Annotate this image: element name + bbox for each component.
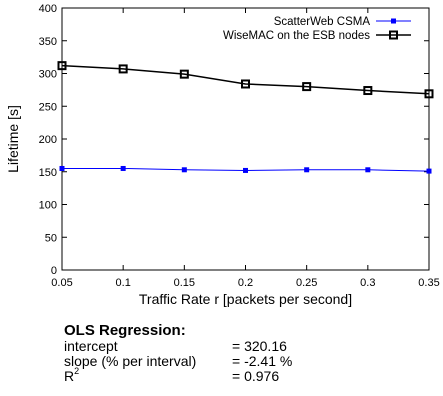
data-point-1 — [241, 79, 250, 89]
data-point-0 — [243, 167, 248, 173]
ols-row-slope: slope (% per interval) = -2.41 % — [64, 354, 364, 369]
data-point-1 — [118, 64, 128, 74]
y-tick-label: 250 — [39, 101, 57, 113]
plot-frame — [61, 7, 430, 271]
x-tick-label: 0.3 — [360, 277, 375, 289]
y-tick-label: 150 — [39, 167, 57, 179]
data-point-0 — [304, 167, 310, 173]
x-tick-label: 0.05 — [51, 277, 72, 289]
y-tick-label: 50 — [45, 232, 57, 244]
data-point-1 — [179, 69, 189, 79]
ols-r-squared-sup: 2 — [74, 366, 80, 377]
ols-row-intercept: intercept = 320.16 — [64, 339, 364, 354]
data-point-1 — [57, 61, 67, 71]
x-axis-title: Traffic Rate r [packets per second] — [139, 291, 352, 307]
x-tick-label: 0.15 — [174, 277, 195, 289]
legend-label-1: WiseMAC on the ESB nodes — [223, 30, 370, 42]
series-line-1 — [61, 64, 430, 95]
lifetime-chart: 0 50 100 150 200 250 300 350 400 0.05 0.1 0.15 0.2 0.… — [5, 3, 440, 307]
data-point-0 — [59, 165, 65, 171]
x-tick-label: 0.2 — [238, 277, 253, 289]
ols-row-r-squared: R2 = 0.976 — [64, 366, 364, 384]
legend-label-0: ScatterWeb CSMA — [274, 16, 371, 28]
y-tick-label: 200 — [39, 134, 57, 146]
x-tick-label: 0.35 — [418, 277, 439, 289]
ols-slope-label: slope (% per interval) — [64, 353, 197, 369]
ols-r-squared-label: R2 — [64, 366, 80, 384]
ols-heading: OLS Regression: — [64, 322, 186, 339]
ols-r-squared-base: R — [64, 368, 75, 384]
y-tick-label: 350 — [39, 36, 57, 48]
y-tick-label: 0 — [51, 265, 57, 277]
data-point-1 — [363, 86, 373, 96]
x-tick-label: 0.25 — [296, 277, 317, 289]
legend-marker-0 — [391, 18, 396, 24]
data-point-0 — [426, 168, 432, 174]
y-tick-label: 300 — [39, 69, 57, 81]
y-axis-title: Lifetime [s] — [5, 105, 21, 173]
data-point-1 — [424, 89, 434, 99]
data-point-0 — [181, 167, 187, 173]
ols-intercept-label: intercept — [64, 338, 118, 354]
legend-marker-1 — [389, 30, 398, 40]
data-point-1 — [302, 82, 312, 92]
ols-regression-block: OLS Regression: intercept = 320.16 slope… — [64, 323, 364, 384]
ols-slope-value: = -2.41 % — [232, 353, 293, 369]
ols-intercept-value: = 320.16 — [232, 338, 287, 354]
y-tick-label: 400 — [39, 3, 57, 15]
data-point-0 — [120, 165, 126, 171]
x-tick-label: 0.1 — [116, 277, 131, 289]
data-point-0 — [365, 167, 371, 173]
y-tick-label: 100 — [39, 200, 57, 212]
ols-r-squared-value: = 0.976 — [232, 368, 280, 384]
